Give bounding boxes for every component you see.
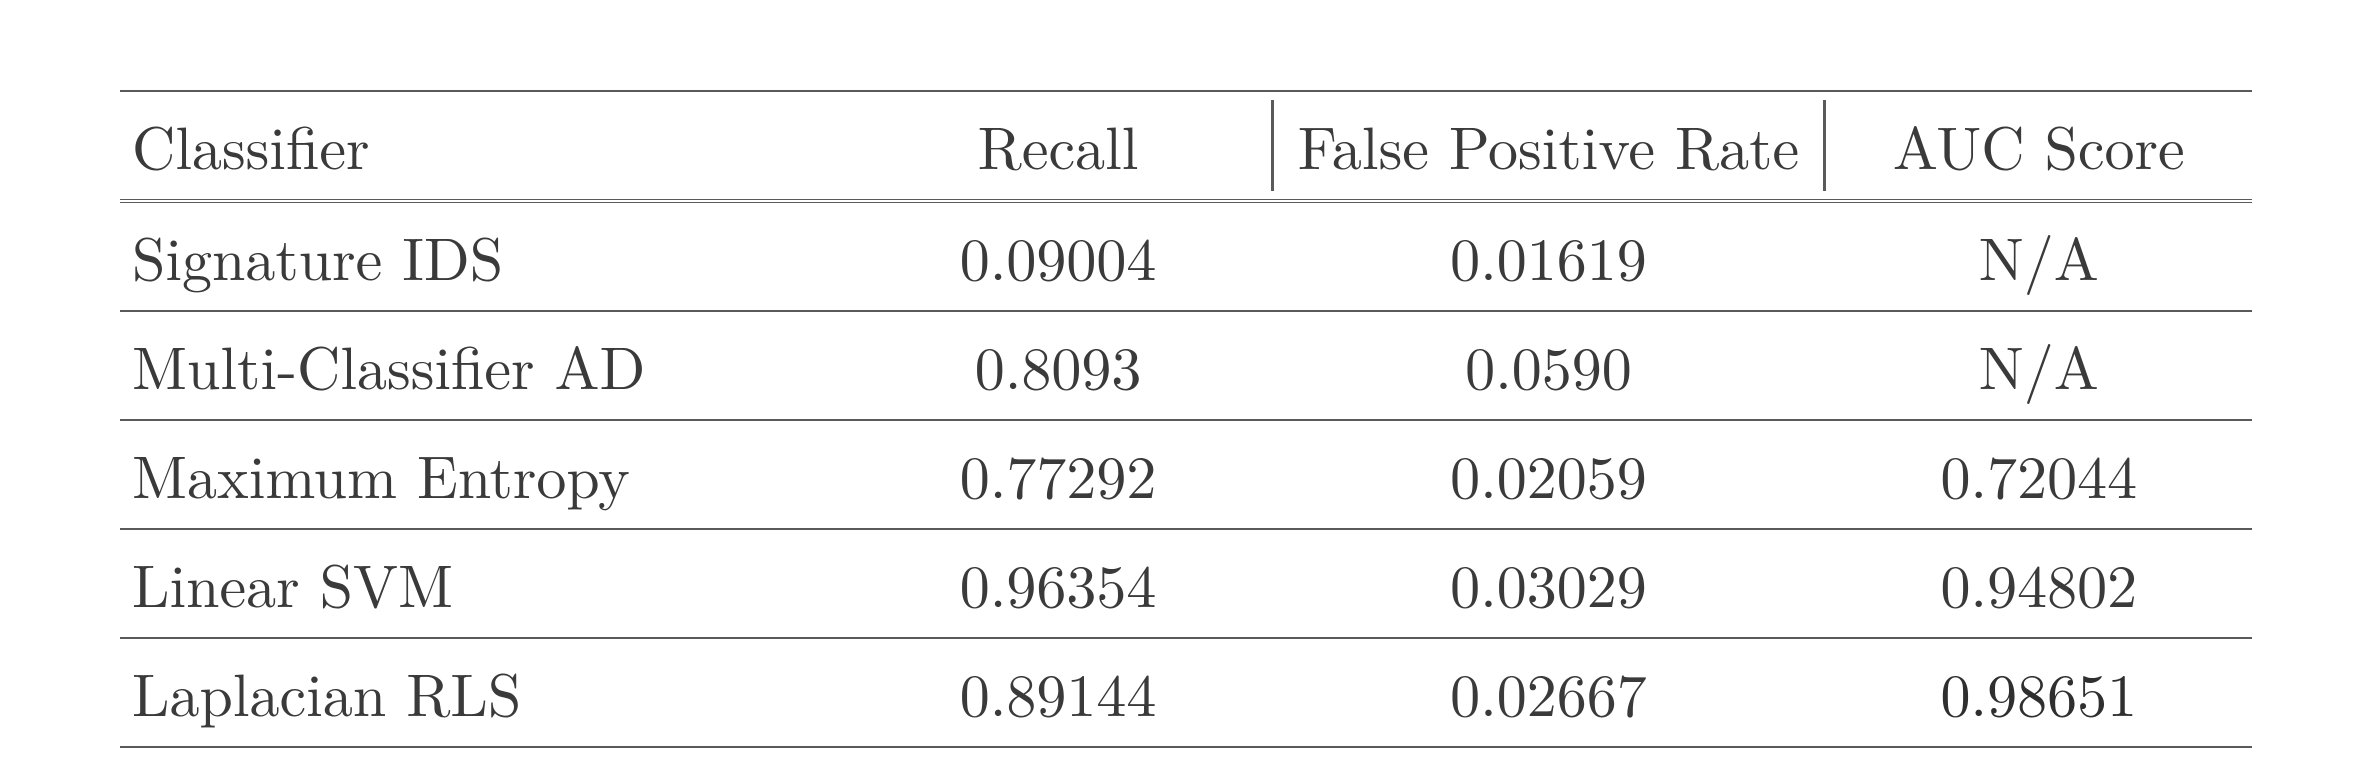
cell-recall: 0.89144 (845, 638, 1271, 747)
cell-recall: 0.96354 (845, 529, 1271, 638)
cell-fpr: 0.01619 (1271, 201, 1825, 311)
table-head: Classifier Recall False Positive Rate AU… (120, 91, 2252, 201)
cell-classifier: Signature IDS (120, 201, 845, 311)
col-recall: Recall (845, 91, 1271, 201)
cell-classifier: Maximum Entropy (120, 420, 845, 529)
results-table: Classifier Recall False Positive Rate AU… (120, 90, 2252, 748)
cell-auc: 0.94802 (1826, 529, 2252, 638)
cell-auc: N/A (1826, 201, 2252, 311)
cell-auc: 0.72044 (1826, 420, 2252, 529)
header-row: Classifier Recall False Positive Rate AU… (120, 91, 2252, 201)
col-classifier: Classifier (120, 91, 845, 201)
table-row: Linear SVM 0.96354 0.03029 0.94802 (120, 529, 2252, 638)
table-body: Signature IDS 0.09004 0.01619 N/A Multi-… (120, 201, 2252, 747)
cell-auc: N/A (1826, 311, 2252, 420)
table-row: Laplacian RLS 0.89144 0.02667 0.98651 (120, 638, 2252, 747)
col-auc: AUC Score (1826, 91, 2252, 201)
col-fpr: False Positive Rate (1271, 91, 1825, 201)
cell-classifier: Linear SVM (120, 529, 845, 638)
table-row: Multi-Classifier AD 0.8093 0.0590 N/A (120, 311, 2252, 420)
cell-classifier: Multi-Classifier AD (120, 311, 845, 420)
table-row: Maximum Entropy 0.77292 0.02059 0.72044 (120, 420, 2252, 529)
cell-recall: 0.77292 (845, 420, 1271, 529)
cell-fpr: 0.02059 (1271, 420, 1825, 529)
cell-fpr: 0.0590 (1271, 311, 1825, 420)
cell-classifier: Laplacian RLS (120, 638, 845, 747)
cell-auc: 0.98651 (1826, 638, 2252, 747)
cell-recall: 0.8093 (845, 311, 1271, 420)
cell-fpr: 0.03029 (1271, 529, 1825, 638)
cell-fpr: 0.02667 (1271, 638, 1825, 747)
page: Classifier Recall False Positive Rate AU… (0, 0, 2372, 768)
cell-recall: 0.09004 (845, 201, 1271, 311)
table-row: Signature IDS 0.09004 0.01619 N/A (120, 201, 2252, 311)
